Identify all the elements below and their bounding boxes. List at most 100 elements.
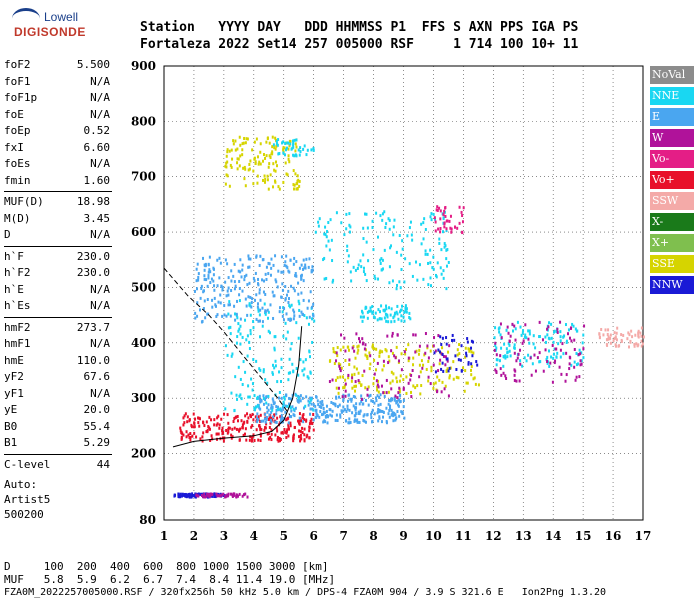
echo-point xyxy=(331,280,334,284)
echo-point xyxy=(410,390,413,394)
param-value: N/A xyxy=(90,386,110,400)
echo-point xyxy=(226,289,229,293)
x-tick-label: 6 xyxy=(310,529,318,543)
echo-point xyxy=(240,419,243,423)
echo-point xyxy=(261,278,264,282)
echo-point xyxy=(285,146,288,150)
echo-point xyxy=(250,305,253,309)
echo-point xyxy=(262,370,265,374)
echo-point xyxy=(409,317,412,321)
echo-point xyxy=(470,365,473,369)
echo-point xyxy=(348,212,351,216)
echo-point xyxy=(494,368,497,372)
echo-point xyxy=(273,168,276,172)
echo-point xyxy=(232,419,235,423)
echo-point xyxy=(467,361,470,365)
echo-point xyxy=(298,412,301,416)
echo-point xyxy=(423,353,426,357)
echo-point xyxy=(530,373,533,377)
echo-point xyxy=(240,275,243,279)
param-row: foE N/A xyxy=(4,108,110,124)
echo-point xyxy=(452,360,455,364)
echo-point xyxy=(432,255,435,259)
echo-point xyxy=(396,312,399,316)
echo-point xyxy=(391,379,394,383)
echo-point xyxy=(337,386,340,390)
echo-point xyxy=(408,262,411,266)
echo-point xyxy=(237,329,240,333)
echo-point xyxy=(244,427,247,431)
echo-point xyxy=(205,420,208,424)
echo-point xyxy=(606,343,609,347)
echo-point xyxy=(243,165,246,169)
echo-point xyxy=(357,263,360,267)
echo-point xyxy=(333,402,336,406)
echo-point xyxy=(231,427,234,431)
echo-point xyxy=(388,359,391,363)
echo-point xyxy=(215,423,218,427)
echo-point xyxy=(384,225,387,229)
echo-point xyxy=(259,439,262,443)
echo-point xyxy=(253,438,256,442)
echo-point xyxy=(283,397,286,401)
echo-point xyxy=(258,264,261,268)
echo-point xyxy=(340,333,343,337)
echo-point xyxy=(410,373,413,377)
param-value: 5.29 xyxy=(83,436,111,449)
echo-point xyxy=(239,258,242,262)
echo-point xyxy=(263,174,266,178)
param-label: foEs xyxy=(4,157,31,170)
echo-point xyxy=(637,343,640,347)
param-row: h`F2 230.0 xyxy=(4,266,110,282)
echo-point xyxy=(226,353,229,357)
echo-point xyxy=(275,164,278,168)
echo-point xyxy=(284,260,287,264)
echo-point xyxy=(236,494,239,498)
echo-point xyxy=(344,349,347,353)
echo-point xyxy=(352,265,355,269)
echo-point xyxy=(377,408,380,412)
echo-point xyxy=(290,147,293,151)
echo-point xyxy=(470,368,473,372)
echo-point xyxy=(291,362,294,366)
echo-point xyxy=(224,280,227,284)
echo-point xyxy=(287,371,290,375)
echo-point xyxy=(339,375,342,379)
echo-point xyxy=(371,226,374,230)
auto-scaling-line: Artist5 xyxy=(4,493,51,506)
echo-point xyxy=(318,415,321,419)
echo-point xyxy=(253,279,256,283)
echo-point xyxy=(399,374,402,378)
echo-point xyxy=(362,270,365,274)
echo-point xyxy=(330,400,333,404)
echo-point xyxy=(303,418,306,422)
echo-point xyxy=(239,332,242,336)
echo-point xyxy=(203,495,206,499)
echo-point xyxy=(391,351,394,355)
echo-point xyxy=(456,353,459,357)
param-label: h`F2 xyxy=(4,266,31,279)
echo-point xyxy=(242,360,245,364)
echo-point xyxy=(627,345,630,349)
echo-point xyxy=(358,381,361,385)
echo-point xyxy=(562,335,565,339)
echo-point xyxy=(227,286,230,290)
echo-point xyxy=(419,392,422,396)
echo-point xyxy=(279,407,282,411)
echo-point xyxy=(269,173,272,177)
echo-point xyxy=(251,148,254,152)
echo-point xyxy=(281,282,284,286)
echo-point xyxy=(271,371,274,375)
y-tick-label: 500 xyxy=(131,280,156,294)
echo-point xyxy=(457,376,460,380)
echo-point xyxy=(303,427,306,431)
echo-point xyxy=(315,395,318,399)
echo-point xyxy=(236,167,239,171)
echo-point xyxy=(299,399,302,403)
echo-point xyxy=(267,417,270,421)
param-row: hmF2 273.7 xyxy=(4,321,110,337)
echo-point xyxy=(380,268,383,272)
echo-point xyxy=(297,394,300,398)
echo-point xyxy=(570,326,573,330)
